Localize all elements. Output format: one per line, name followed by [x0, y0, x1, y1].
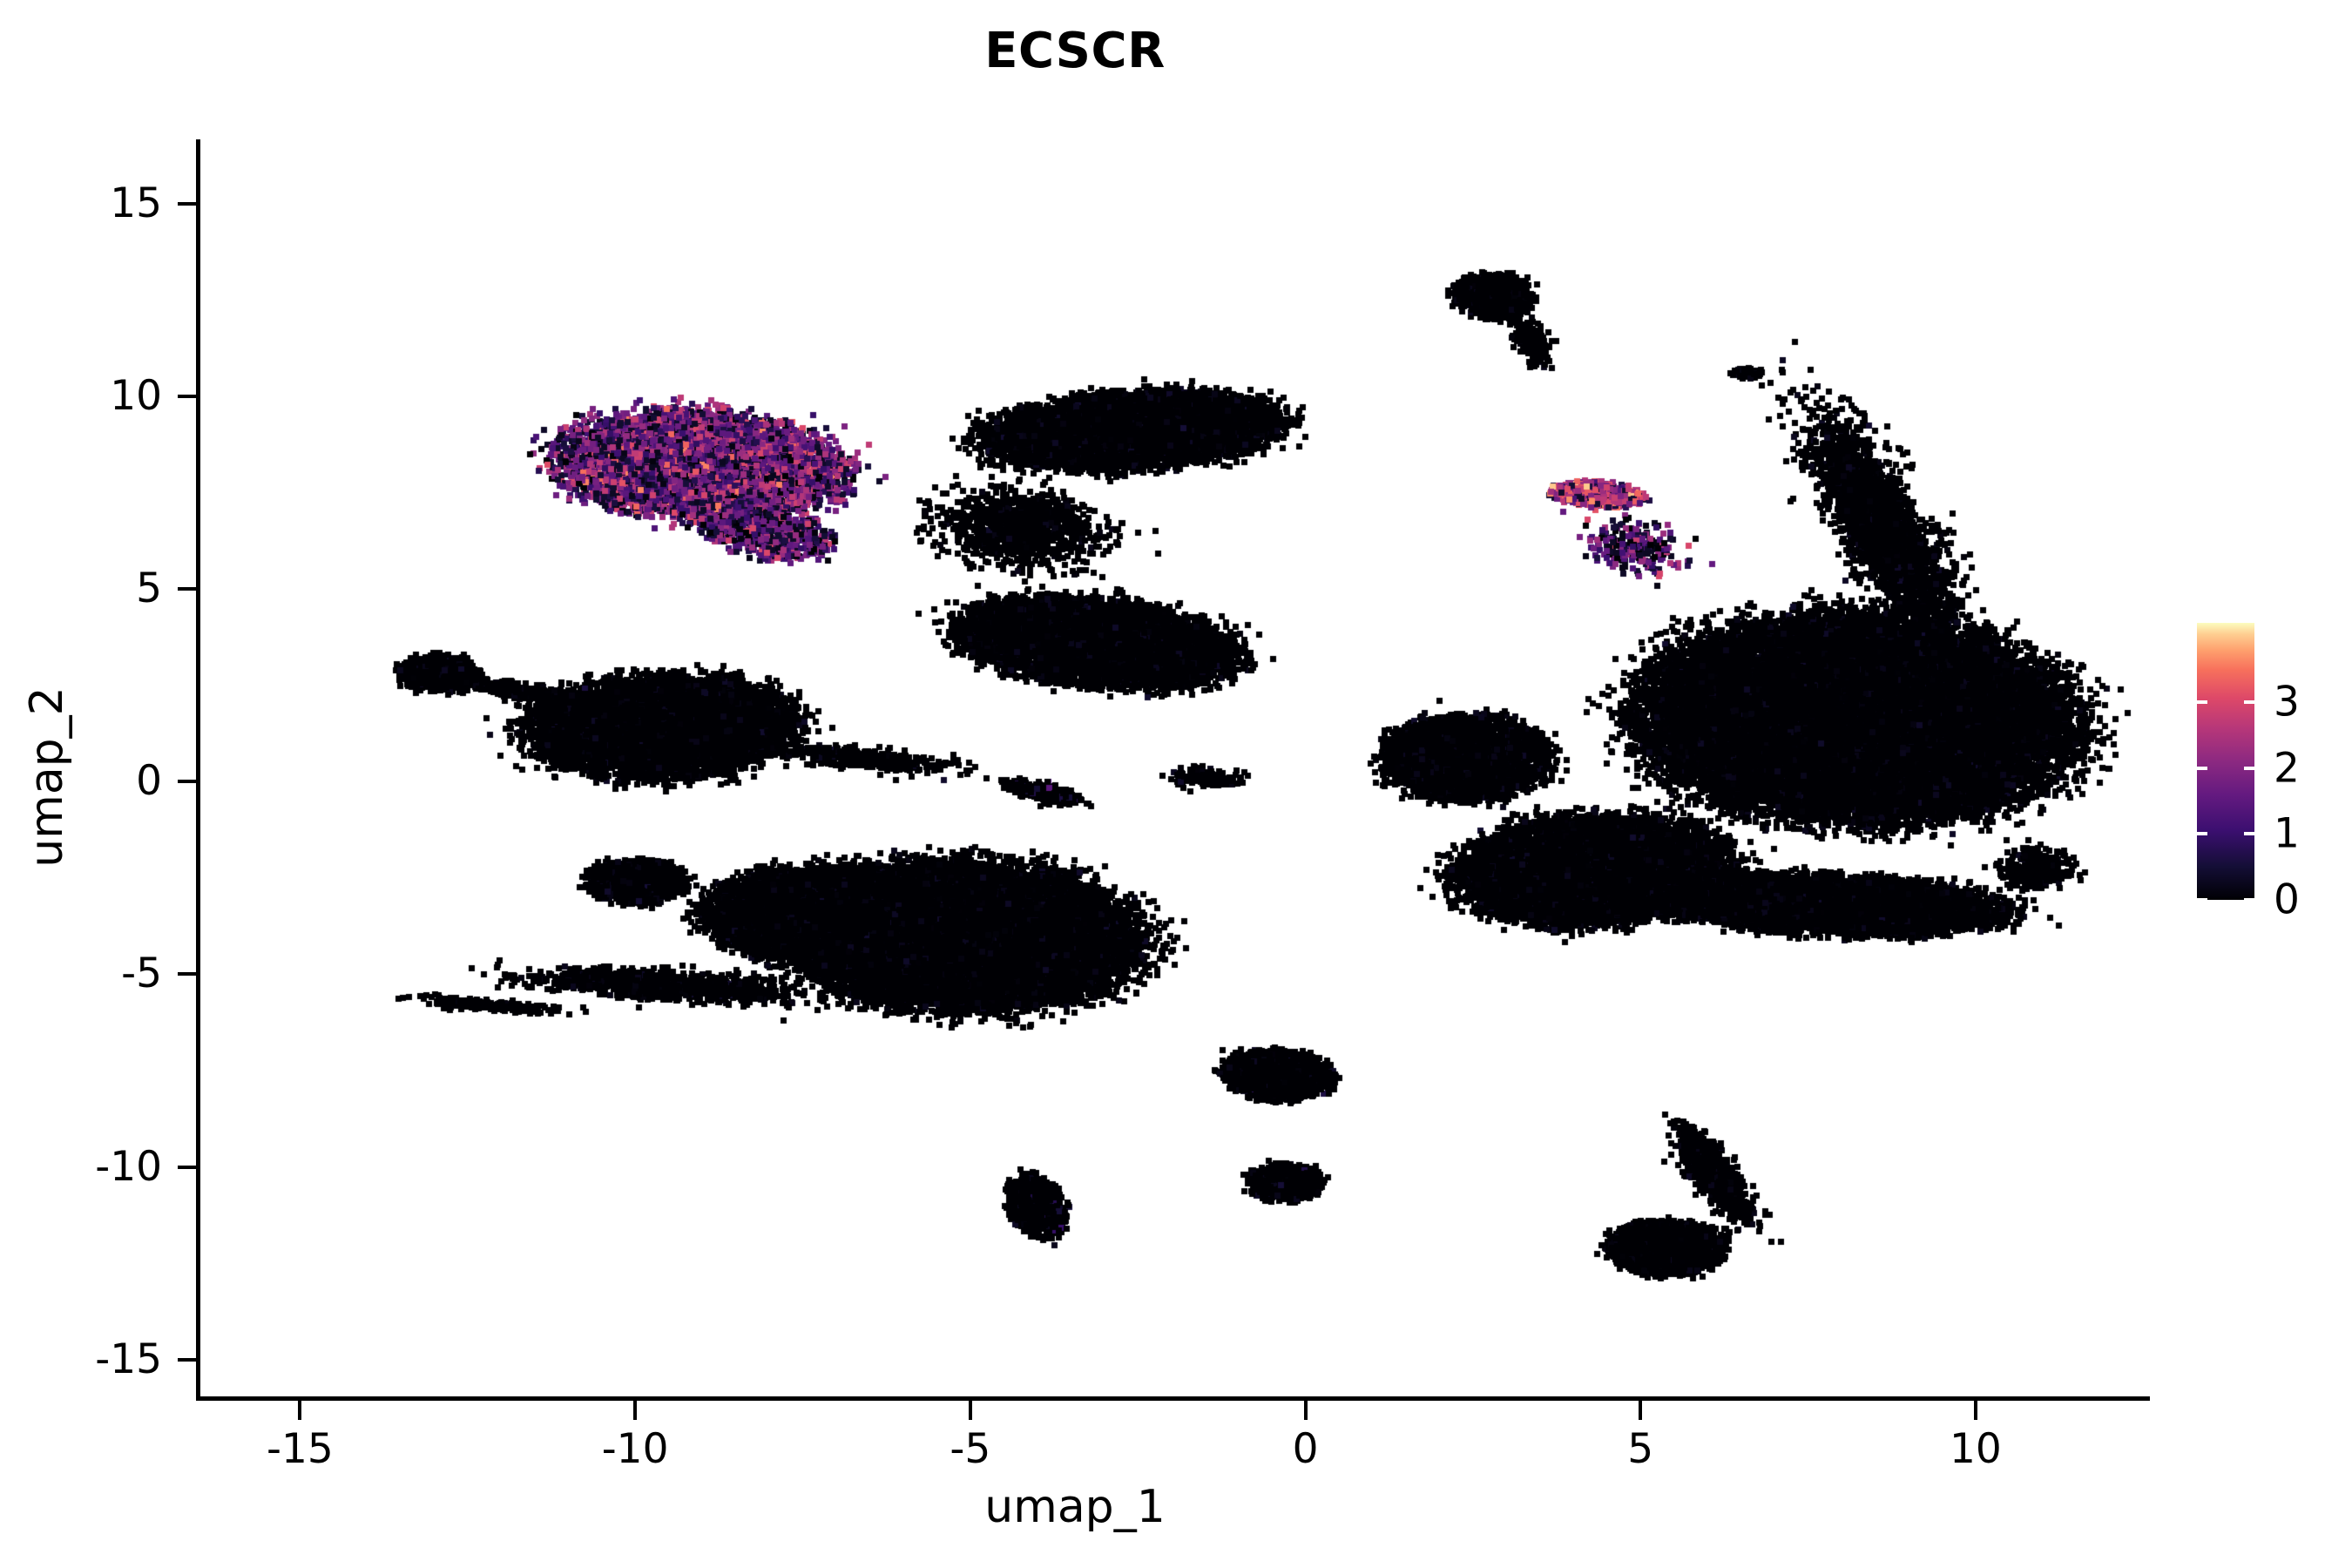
- x-tick-label: -5: [950, 1425, 991, 1473]
- colorbar[interactable]: [2197, 623, 2254, 900]
- x-tick-label: -10: [601, 1425, 669, 1473]
- colorbar-tick-mark: [2244, 832, 2254, 836]
- y-tick-mark: [178, 780, 197, 784]
- x-tick-mark: [1303, 1401, 1308, 1420]
- colorbar-tick-mark: [2244, 766, 2254, 770]
- x-tick-mark: [298, 1401, 302, 1420]
- colorbar-tick-label: 1: [2274, 809, 2300, 858]
- y-tick-label: 5: [136, 564, 162, 613]
- x-tick-label: 5: [1627, 1425, 1654, 1473]
- colorbar-tick-mark: [2197, 832, 2207, 836]
- colorbar-tick-label: 2: [2274, 744, 2300, 793]
- y-axis-spine: [196, 139, 200, 1401]
- y-tick-mark: [178, 201, 197, 206]
- scatter-plot-area[interactable]: [199, 142, 2150, 1398]
- colorbar-tick-mark: [2197, 898, 2207, 902]
- y-tick-label: 10: [110, 371, 162, 420]
- x-tick-mark: [968, 1401, 972, 1420]
- y-tick-mark: [178, 1357, 197, 1362]
- x-tick-mark: [633, 1401, 638, 1420]
- x-tick-label: -15: [267, 1425, 334, 1473]
- y-tick-label: 15: [110, 179, 162, 227]
- y-tick-mark: [178, 972, 197, 977]
- umap-scatter-canvas[interactable]: [199, 142, 2150, 1398]
- y-tick-mark: [178, 1165, 197, 1169]
- y-tick-label: -15: [95, 1335, 162, 1383]
- x-axis-label: umap_1: [984, 1481, 1166, 1533]
- y-tick-mark: [178, 587, 197, 591]
- y-tick-mark: [178, 394, 197, 398]
- colorbar-tick-mark: [2197, 700, 2207, 704]
- y-tick-label: 0: [136, 757, 162, 806]
- colorbar-tick-mark: [2244, 700, 2254, 704]
- colorbar-tick-label: 0: [2274, 875, 2300, 924]
- x-tick-mark: [1973, 1401, 1977, 1420]
- x-tick-label: 0: [1292, 1425, 1319, 1473]
- x-axis-spine: [196, 1396, 2150, 1401]
- x-tick-label: 10: [1950, 1425, 2002, 1473]
- y-tick-label: -5: [121, 950, 162, 998]
- page-title: ECSCR: [984, 23, 1166, 79]
- colorbar-gradient: [2197, 623, 2254, 900]
- y-axis-label: umap_2: [21, 686, 73, 868]
- colorbar-tick-label: 3: [2274, 678, 2300, 727]
- y-tick-label: -10: [95, 1142, 162, 1191]
- colorbar-tick-mark: [2244, 898, 2254, 902]
- colorbar-tick-mark: [2197, 766, 2207, 770]
- x-tick-mark: [1639, 1401, 1643, 1420]
